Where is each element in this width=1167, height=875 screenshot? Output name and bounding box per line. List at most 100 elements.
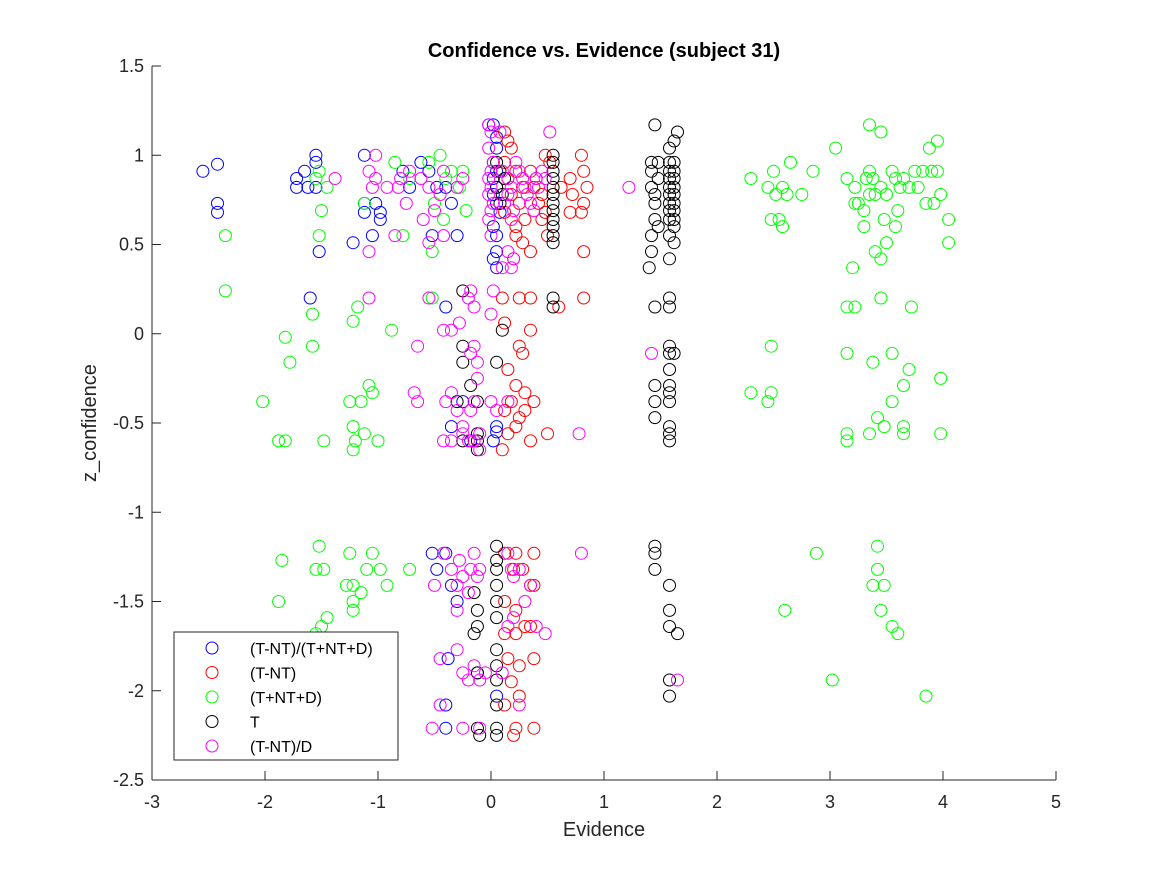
data-point — [256, 395, 270, 409]
data-point — [648, 213, 662, 226]
data-point — [365, 386, 379, 400]
data-point — [744, 386, 758, 400]
x-tick-label: 5 — [1051, 792, 1061, 812]
data-point — [473, 562, 487, 576]
data-point — [430, 180, 444, 194]
data-point — [504, 395, 518, 409]
data-point — [859, 172, 873, 185]
data-point — [663, 689, 676, 703]
data-point — [744, 172, 758, 185]
x-tick-label: 2 — [712, 792, 722, 812]
data-point — [546, 164, 560, 178]
data-point — [524, 578, 537, 592]
data-point — [211, 205, 224, 219]
data-point — [498, 155, 512, 169]
data-point — [512, 562, 526, 576]
data-point — [942, 213, 956, 226]
data-point — [846, 261, 860, 275]
data-point — [577, 291, 591, 305]
data-point — [667, 155, 681, 169]
data-point — [524, 434, 537, 448]
legend-item: (T+NT+D) — [205, 690, 322, 707]
data-point — [795, 188, 809, 201]
data-point — [535, 188, 549, 201]
data-point — [648, 196, 662, 210]
data-point — [535, 164, 549, 178]
data-point — [467, 659, 481, 673]
data-point — [439, 721, 453, 735]
data-point — [362, 379, 376, 392]
data-point — [437, 229, 450, 243]
data-point — [470, 434, 484, 448]
data-point — [493, 196, 507, 210]
data-point — [470, 620, 484, 633]
data-point — [663, 346, 676, 360]
data-point — [490, 721, 504, 735]
data-point — [663, 673, 676, 687]
data-point — [486, 284, 500, 298]
data-point — [671, 673, 684, 687]
data-point — [495, 443, 509, 457]
data-point — [857, 220, 871, 234]
data-point — [512, 411, 526, 425]
data-point — [527, 578, 541, 592]
data-point — [927, 196, 941, 210]
data-point — [667, 220, 681, 234]
data-point — [439, 698, 453, 712]
data-point — [512, 659, 526, 673]
y-tick-label: 1 — [134, 145, 144, 165]
data-point — [538, 148, 552, 162]
ticks-layer: -3 -2 -1 0 1 2 3 4 5 -2.5 -2 -1.5 -1 -0.5 0 0.5 1 1.5 — [113, 56, 1061, 812]
data-point — [425, 245, 439, 259]
data-point — [306, 339, 319, 353]
data-point — [444, 578, 458, 592]
data-point — [663, 188, 676, 201]
data-point — [780, 188, 794, 201]
data-point — [663, 180, 676, 194]
data-point — [490, 611, 504, 625]
data-point — [450, 229, 464, 243]
data-point — [484, 204, 498, 218]
legend-label: (T-NT)/(T+NT+D) — [250, 641, 373, 658]
data-point — [535, 213, 549, 226]
x-tick-label: 0 — [486, 792, 496, 812]
data-point — [667, 188, 681, 201]
data-point — [527, 546, 541, 560]
data-point — [516, 346, 530, 360]
x-tick-label: -3 — [144, 792, 160, 812]
data-point — [414, 172, 428, 185]
data-point — [490, 229, 504, 243]
data-point — [396, 164, 410, 178]
data-point — [889, 172, 902, 185]
data-point — [309, 180, 323, 194]
data-point — [516, 172, 530, 185]
legend-label: (T-NT) — [250, 666, 296, 683]
data-point — [362, 164, 376, 178]
data-point — [343, 395, 357, 409]
data-point — [648, 539, 662, 553]
data-point — [317, 434, 331, 448]
data-point — [362, 245, 376, 259]
data-point — [518, 386, 532, 400]
data-point — [848, 196, 862, 210]
data-point — [495, 291, 509, 305]
data-point — [441, 652, 455, 666]
data-point — [527, 204, 541, 218]
data-point — [916, 164, 930, 178]
data-point — [848, 180, 862, 194]
data-point — [663, 395, 676, 409]
data-point — [343, 546, 357, 560]
data-point — [490, 261, 504, 275]
data-point — [922, 141, 936, 155]
data-point — [456, 721, 470, 735]
data-point — [490, 595, 504, 608]
data-point — [312, 539, 326, 553]
data-point — [663, 204, 676, 218]
data-point — [934, 188, 948, 201]
data-point — [840, 300, 854, 314]
data-point — [648, 118, 662, 132]
data-point — [461, 434, 475, 448]
legend-marker — [205, 641, 219, 655]
data-point — [930, 134, 944, 148]
data-point — [357, 205, 371, 219]
